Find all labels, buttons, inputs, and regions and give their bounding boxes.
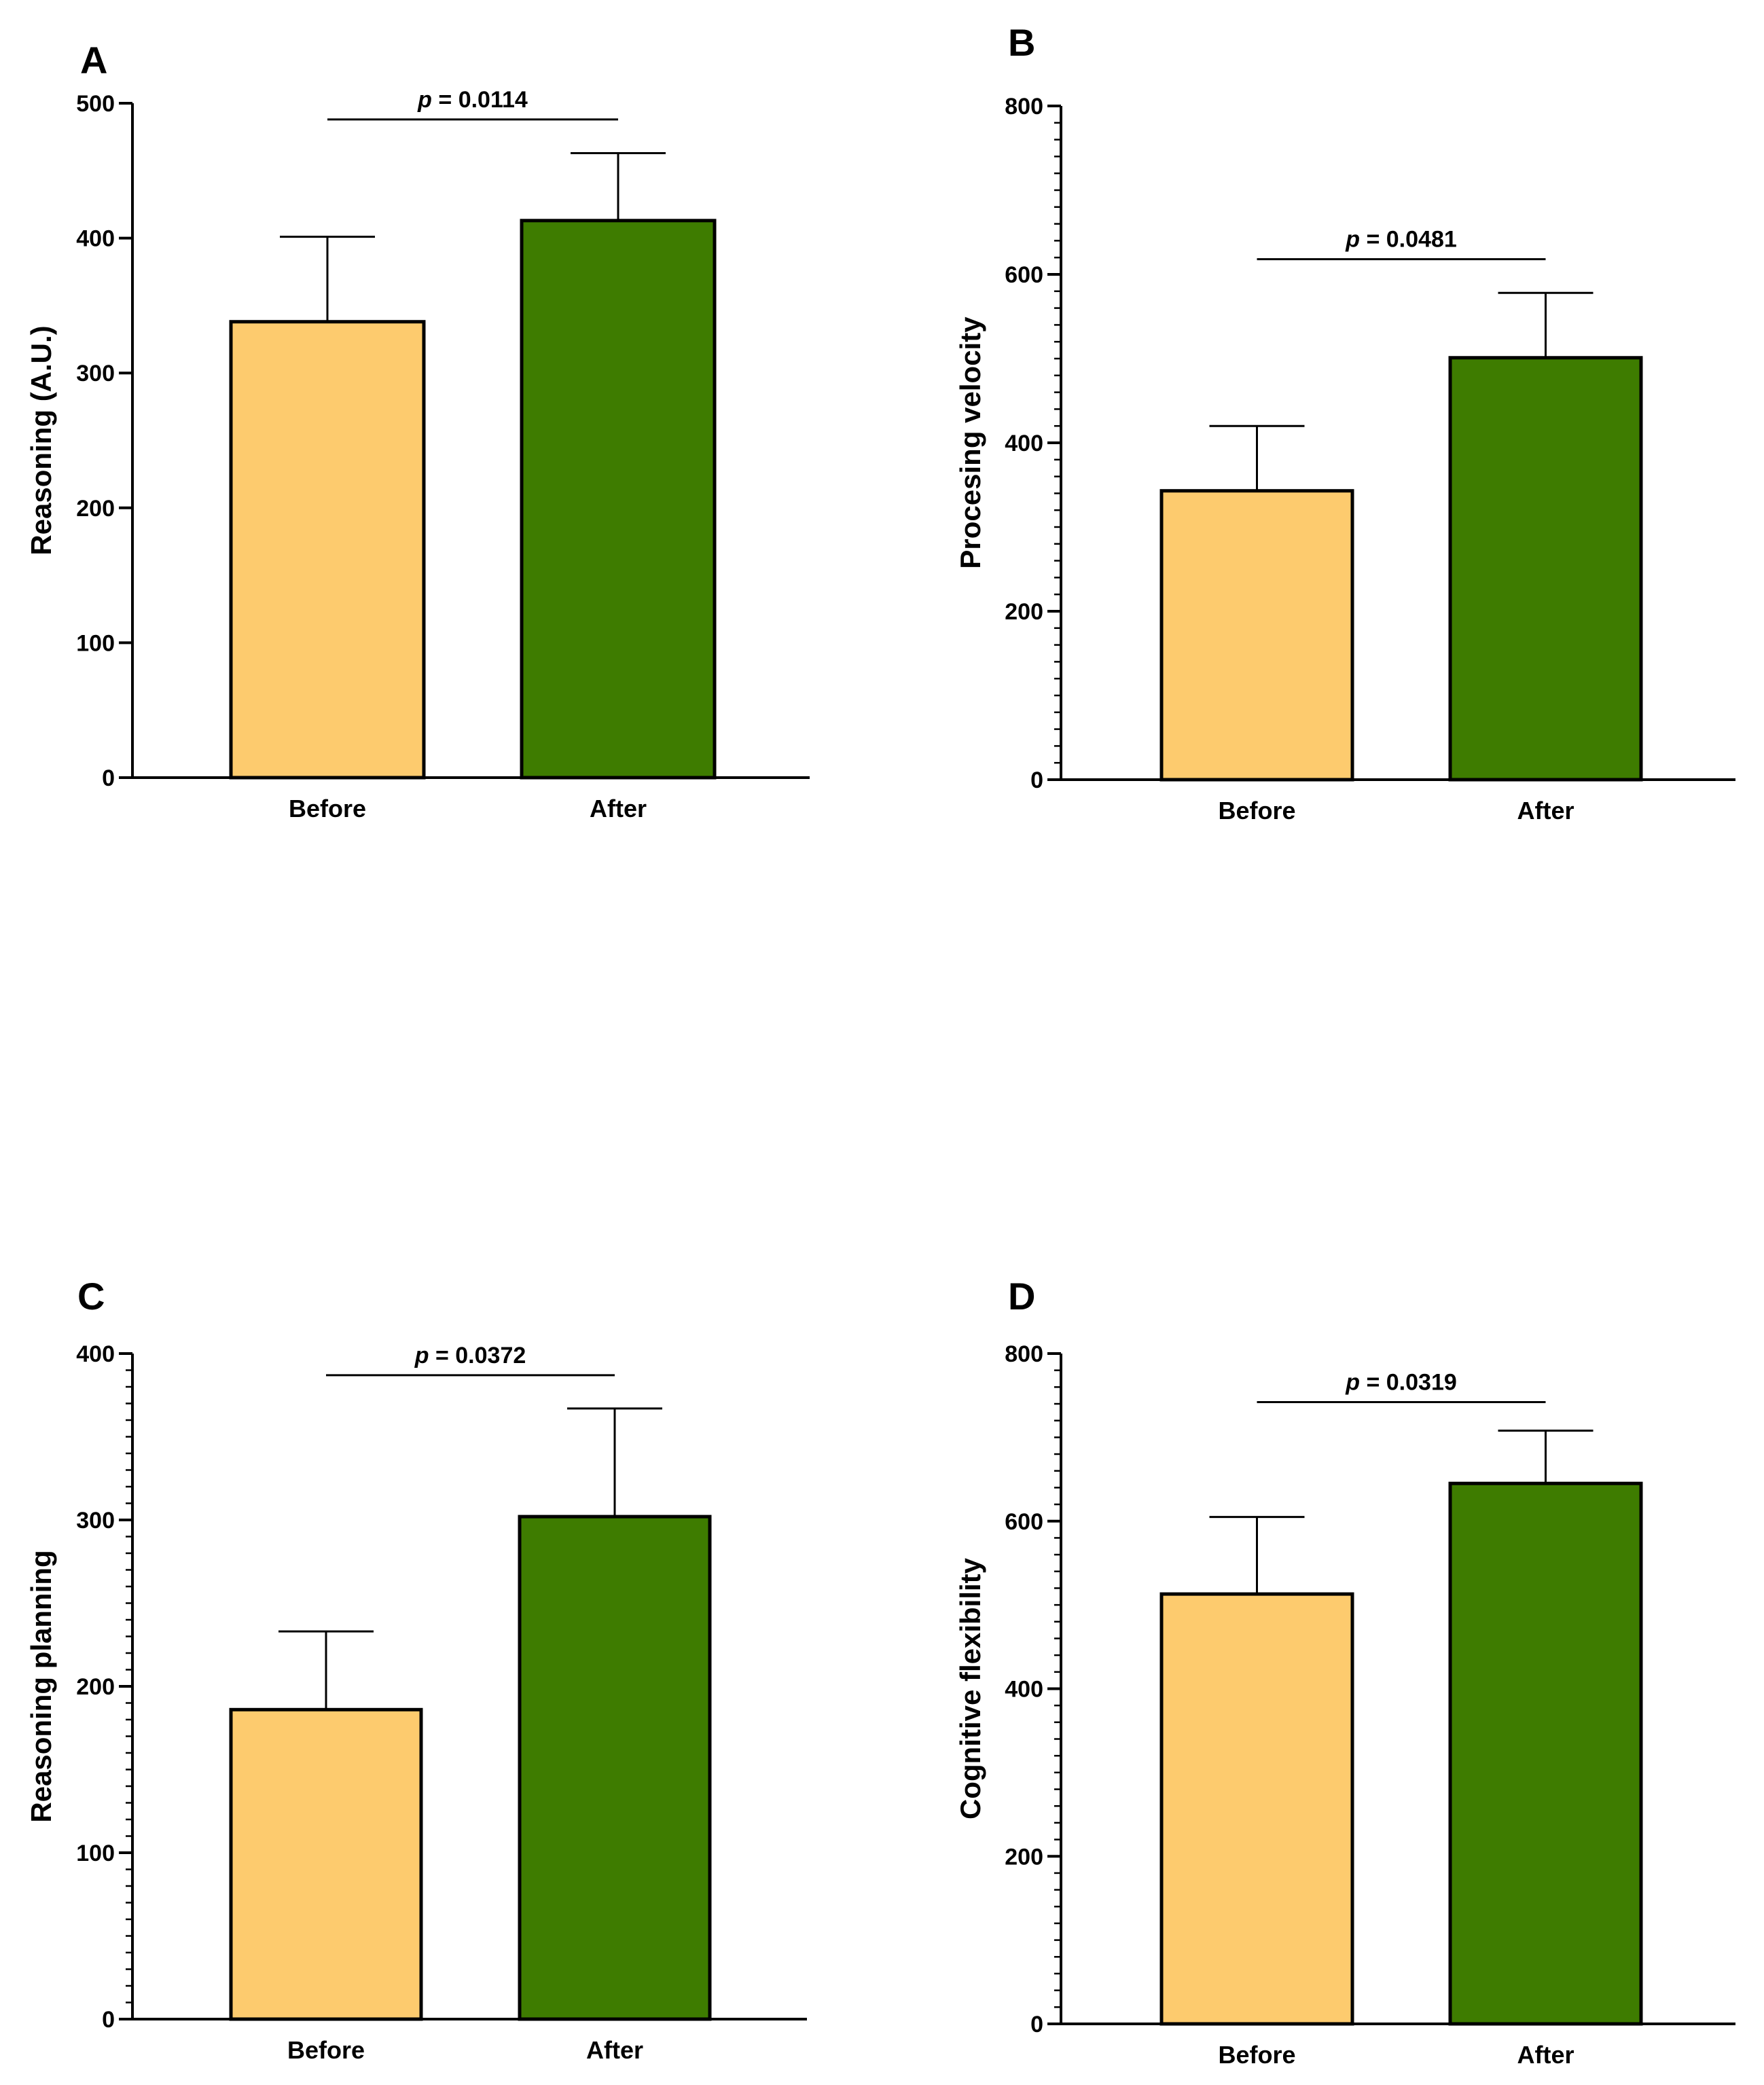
panel-c-tick-label: 100 <box>76 1841 115 1866</box>
panel-d-tick-label: 600 <box>1005 1509 1043 1535</box>
panel-a-p-symbol: p <box>417 87 432 113</box>
panel-d-p-symbol: p <box>1345 1370 1360 1396</box>
panel-b-y-axis-title: Procesing velocity <box>954 316 986 569</box>
panel-a-tick-label: 0 <box>102 765 115 791</box>
panel-d-category-label: Before <box>1218 2041 1295 2069</box>
panel-b-tick-label: 800 <box>1005 94 1043 120</box>
panel-d-tick-label: 800 <box>1005 1341 1043 1367</box>
panel-c-tick-label: 200 <box>76 1674 115 1700</box>
panel-c-letter: C <box>77 1275 105 1318</box>
panel-d-p-value: p = 0.0319 <box>1345 1370 1457 1396</box>
panel-b-p-value: p = 0.0481 <box>1345 227 1457 253</box>
panel-c-tick-label: 0 <box>102 2007 115 2033</box>
panel-b-tick-label: 400 <box>1005 431 1043 456</box>
panel-b-category-label: After <box>1517 797 1574 824</box>
panel-b-p-text: = 0.0481 <box>1360 227 1457 253</box>
panel-d-bar-before <box>1159 1592 1354 2026</box>
panel-d-bar-after <box>1448 1481 1643 2026</box>
panel-a-category-label: After <box>590 795 647 822</box>
panel-b-tick-label: 600 <box>1005 262 1043 288</box>
panel-c-y-axis-title: Reasoning planning <box>25 1550 57 1822</box>
panel-c-tick-label: 400 <box>76 1341 115 1367</box>
panel-c-bar-before <box>229 1707 423 2021</box>
panel-b-category-label: Before <box>1218 797 1295 824</box>
panel-d-letter: D <box>1008 1275 1035 1318</box>
panel-c-p-value: p = 0.0372 <box>414 1343 526 1368</box>
panel-a-p-value: p = 0.0114 <box>417 87 528 113</box>
panel-b-bar-before <box>1159 489 1354 782</box>
panel-a-y-axis-title: Reasoning (A.U.) <box>25 325 57 555</box>
panel-a-letter: A <box>80 39 107 81</box>
panel-a-tick-label: 400 <box>76 226 115 252</box>
panel-a-tick-label: 300 <box>76 361 115 386</box>
panel-d-category-label: After <box>1517 2041 1574 2069</box>
panel-c-p-symbol: p <box>414 1343 429 1368</box>
panel-d-y-axis-title: Cognitive flexibility <box>954 1557 986 1819</box>
panel-c-bar-after <box>518 1515 712 2021</box>
panel-b-tick-label: 200 <box>1005 599 1043 625</box>
panel-b-letter: B <box>1008 21 1035 64</box>
panel-d-tick-label: 200 <box>1005 1844 1043 1870</box>
panel-b-tick-label: 0 <box>1030 767 1043 793</box>
panel-a-p-text: = 0.0114 <box>432 87 528 113</box>
panel-d-tick-label: 0 <box>1030 2012 1043 2037</box>
panel-a-bar-before <box>229 320 426 780</box>
panel-c-p-text: = 0.0372 <box>429 1343 526 1368</box>
panel-a-tick-label: 200 <box>76 496 115 522</box>
panel-b-bar-after <box>1448 356 1643 782</box>
panel-c-tick-label: 300 <box>76 1508 115 1534</box>
panel-b-p-symbol: p <box>1345 227 1360 253</box>
panel-a-category-label: Before <box>289 795 366 822</box>
panel-d-tick-label: 400 <box>1005 1677 1043 1703</box>
panel-c-category-label: After <box>586 2036 643 2064</box>
panel-d-p-text: = 0.0319 <box>1360 1370 1457 1396</box>
panel-a-tick-label: 100 <box>76 630 115 656</box>
panel-a-bar-after <box>520 219 717 780</box>
panel-c-category-label: Before <box>287 2036 365 2064</box>
panel-a-tick-label: 500 <box>76 91 115 117</box>
